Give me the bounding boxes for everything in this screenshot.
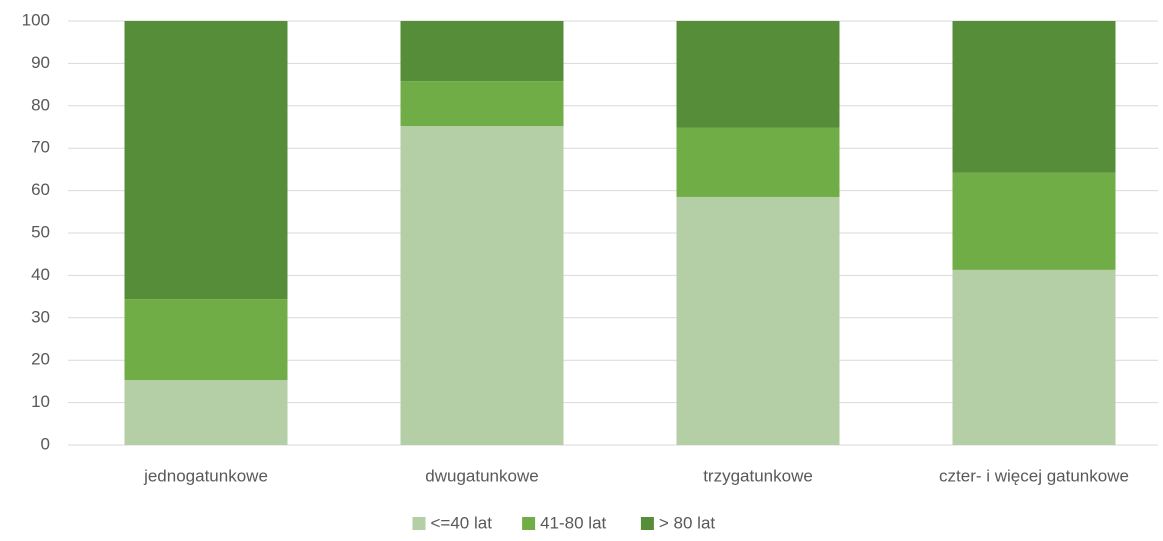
y-tick-label: 100 xyxy=(22,10,50,29)
x-tick-label: czter- i więcej gatunkowe xyxy=(939,466,1129,485)
y-tick-label: 90 xyxy=(31,53,50,72)
x-tick-label: dwugatunkowe xyxy=(425,466,538,485)
bar-segment xyxy=(124,21,288,300)
bar-segment xyxy=(400,21,564,82)
y-tick-label: 80 xyxy=(31,95,50,114)
legend-swatch xyxy=(522,517,536,530)
x-tick-label: jednogatunkowe xyxy=(143,466,268,485)
y-tick-label: 40 xyxy=(31,265,50,284)
y-tick-label: 30 xyxy=(31,307,50,326)
legend-label: > 80 lat xyxy=(659,513,716,532)
bar-segment xyxy=(952,21,1116,173)
legend-swatch xyxy=(412,517,426,530)
legend-label: <=40 lat xyxy=(431,513,493,532)
legend-swatch xyxy=(640,517,654,530)
y-tick-label: 0 xyxy=(41,434,50,453)
y-tick-label: 10 xyxy=(31,392,50,411)
bar-segment xyxy=(124,299,288,381)
y-tick-label: 60 xyxy=(31,180,50,199)
bar-segment xyxy=(400,126,564,445)
bar-segment xyxy=(400,81,564,127)
bar-segment xyxy=(676,21,840,128)
y-tick-label: 70 xyxy=(31,138,50,157)
bar-segment xyxy=(676,196,840,445)
bar-segment xyxy=(952,269,1116,445)
x-tick-label: trzygatunkowe xyxy=(703,466,813,485)
y-tick-label: 20 xyxy=(31,350,50,369)
y-tick-label: 50 xyxy=(31,222,50,241)
legend-label: 41-80 lat xyxy=(540,513,606,532)
bar-segment xyxy=(952,172,1116,270)
bar-segment xyxy=(676,127,840,197)
bar-segment xyxy=(124,380,288,445)
